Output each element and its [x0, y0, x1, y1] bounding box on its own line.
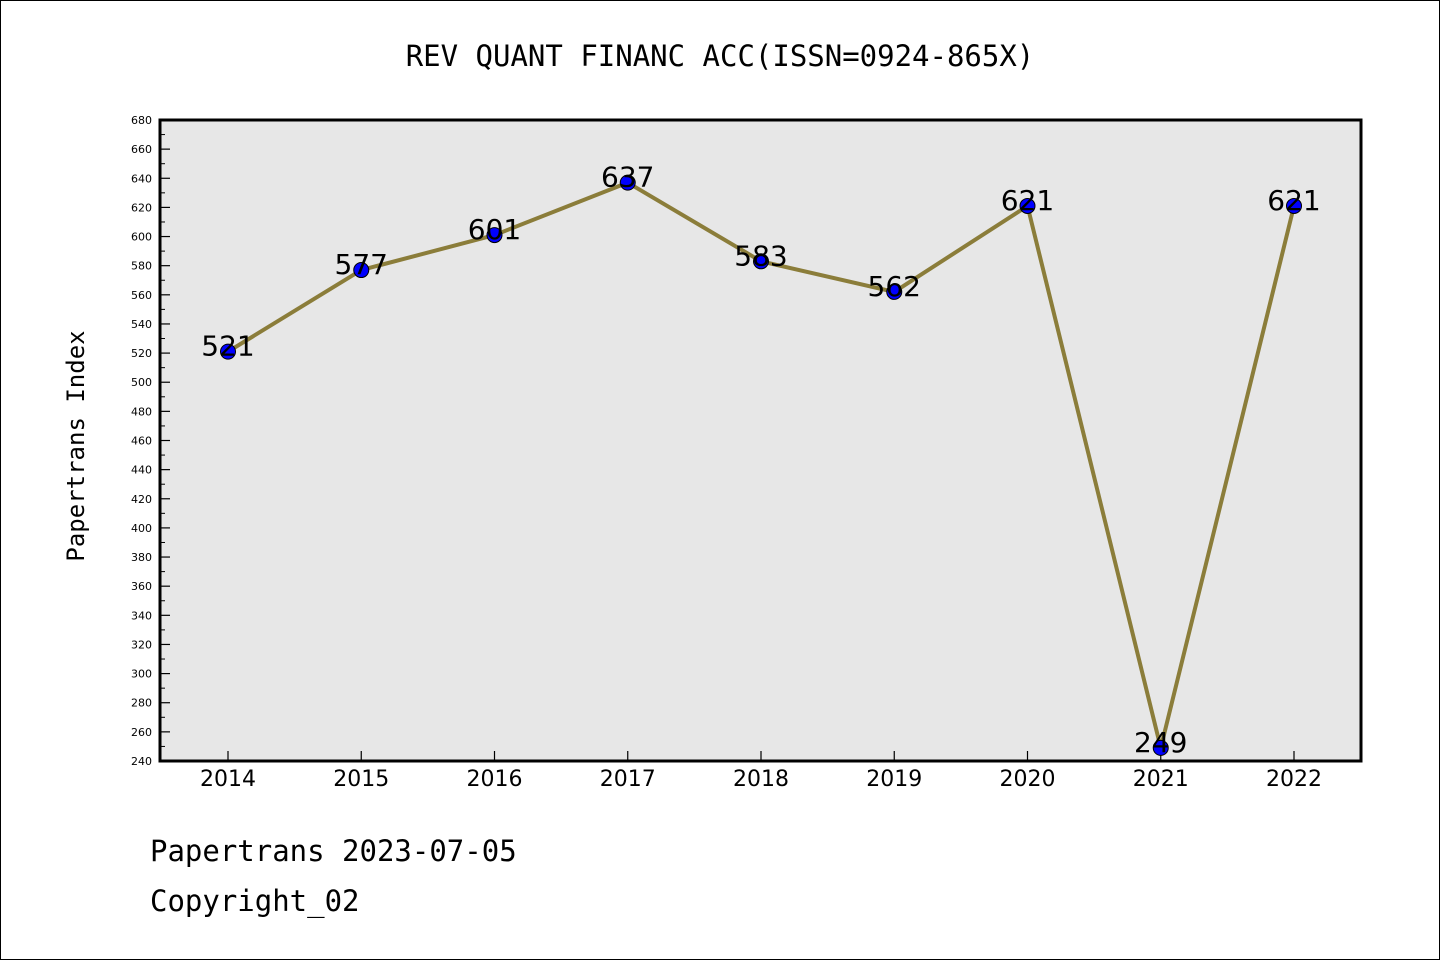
y-tick-label: 660 [131, 143, 152, 156]
x-tick-label: 2015 [333, 767, 389, 792]
y-tick-label: 360 [131, 580, 152, 593]
data-point [1152, 739, 1169, 756]
data-point [1286, 197, 1302, 214]
y-tick-label: 480 [131, 405, 152, 418]
data-label: 562 [868, 270, 921, 303]
y-tick-label: 600 [131, 231, 152, 244]
y-tick-label: 320 [131, 638, 152, 651]
data-point [220, 343, 236, 360]
y-tick-label: 280 [131, 697, 152, 710]
y-tick-label: 500 [131, 376, 152, 389]
y-tick-label: 460 [131, 435, 152, 448]
y-tick-label: 240 [131, 755, 152, 768]
y-tick-label: 380 [131, 551, 152, 564]
data-point [1019, 197, 1036, 214]
x-tick-label: 2018 [733, 767, 789, 792]
data-label: 601 [468, 213, 521, 246]
data-label: 577 [335, 248, 388, 281]
x-tick-label: 2021 [1133, 767, 1189, 792]
y-tick-label: 640 [131, 172, 152, 185]
y-tick-label: 580 [131, 260, 152, 273]
data-label: 583 [734, 239, 787, 272]
footer-date: Papertrans 2023-07-05 [150, 834, 517, 868]
data-point [353, 262, 370, 279]
y-tick-label: 400 [131, 522, 152, 535]
y-tick-label: 520 [131, 347, 152, 360]
y-tick-label: 680 [131, 114, 152, 127]
x-tick-label: 2022 [1266, 767, 1322, 792]
y-tick-label: 340 [131, 609, 152, 622]
y-tick-label: 300 [131, 668, 152, 681]
plot-area [158, 118, 1363, 763]
y-tick-label: 420 [131, 493, 152, 506]
data-point [886, 283, 903, 300]
data-labels: 521 577 601 637 583 562 621 249 621 [201, 161, 1320, 759]
data-point [619, 174, 636, 191]
data-point [753, 253, 769, 270]
footer-copyright: Copyright_02 [150, 884, 360, 918]
data-label: 521 [201, 330, 254, 363]
y-tick-label: 560 [131, 289, 152, 302]
y-axis-ticks: 240 260 280 300 320 340 360 380 400 420 440 460 480 5… [131, 114, 170, 768]
data-label: 621 [1001, 184, 1054, 217]
y-axis-label: Papertrans Index [62, 330, 90, 561]
data-label: 637 [601, 161, 654, 194]
x-tick-label: 2014 [200, 767, 256, 792]
data-label: 621 [1267, 184, 1320, 217]
y-tick-label: 260 [131, 726, 152, 739]
y-tick-label: 620 [131, 201, 152, 214]
data-label: 249 [1134, 726, 1187, 759]
data-point [486, 227, 503, 244]
x-tick-label: 2016 [467, 767, 523, 792]
x-axis-ticks: 2014 2015 2016 2017 2018 2019 2020 2021 2022 [200, 751, 1322, 792]
x-tick-label: 2020 [1000, 767, 1056, 792]
y-tick-label: 440 [131, 464, 152, 477]
series-layer [220, 174, 1302, 756]
chart-title: REV QUANT FINANC ACC(ISSN=0924-865X) [406, 39, 1035, 73]
x-tick-label: 2019 [866, 767, 922, 792]
y-tick-label: 540 [131, 318, 152, 331]
x-tick-label: 2017 [600, 767, 656, 792]
